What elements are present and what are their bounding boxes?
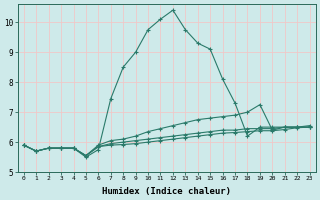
X-axis label: Humidex (Indice chaleur): Humidex (Indice chaleur)	[102, 187, 231, 196]
